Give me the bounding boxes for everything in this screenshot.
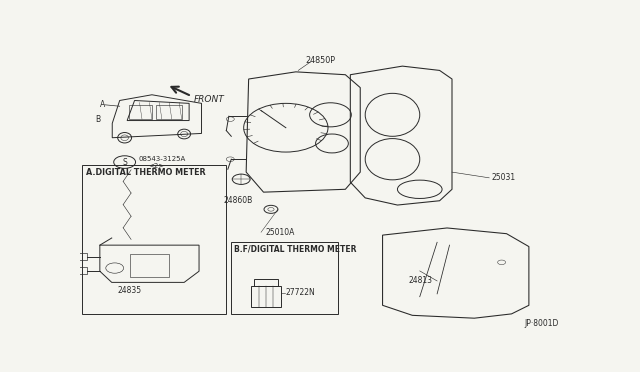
Bar <box>254 279 278 286</box>
Text: A: A <box>100 100 105 109</box>
Text: 25010A: 25010A <box>266 228 296 237</box>
Text: B.F/DIGITAL THERMO METER: B.F/DIGITAL THERMO METER <box>234 244 356 253</box>
Text: 24850P: 24850P <box>306 56 336 65</box>
Text: A.DIGITAL THERMO METER: A.DIGITAL THERMO METER <box>86 168 206 177</box>
Bar <box>251 286 281 307</box>
Text: 27722N: 27722N <box>286 288 316 297</box>
Text: 24860B: 24860B <box>224 196 253 205</box>
Text: S: S <box>122 158 127 167</box>
Text: 24813: 24813 <box>408 276 432 285</box>
Text: 08543-3125A: 08543-3125A <box>138 155 186 162</box>
Bar <box>83 165 227 314</box>
Bar <box>79 253 88 260</box>
Text: 25031: 25031 <box>492 173 516 182</box>
Text: <2>: <2> <box>148 163 164 169</box>
Text: FRONT: FRONT <box>194 94 225 103</box>
Text: 24835: 24835 <box>118 286 141 295</box>
Bar <box>231 242 338 314</box>
Bar <box>129 254 169 277</box>
Bar <box>79 267 88 275</box>
Text: B: B <box>95 115 100 124</box>
Text: JP·8001D: JP·8001D <box>524 320 558 328</box>
